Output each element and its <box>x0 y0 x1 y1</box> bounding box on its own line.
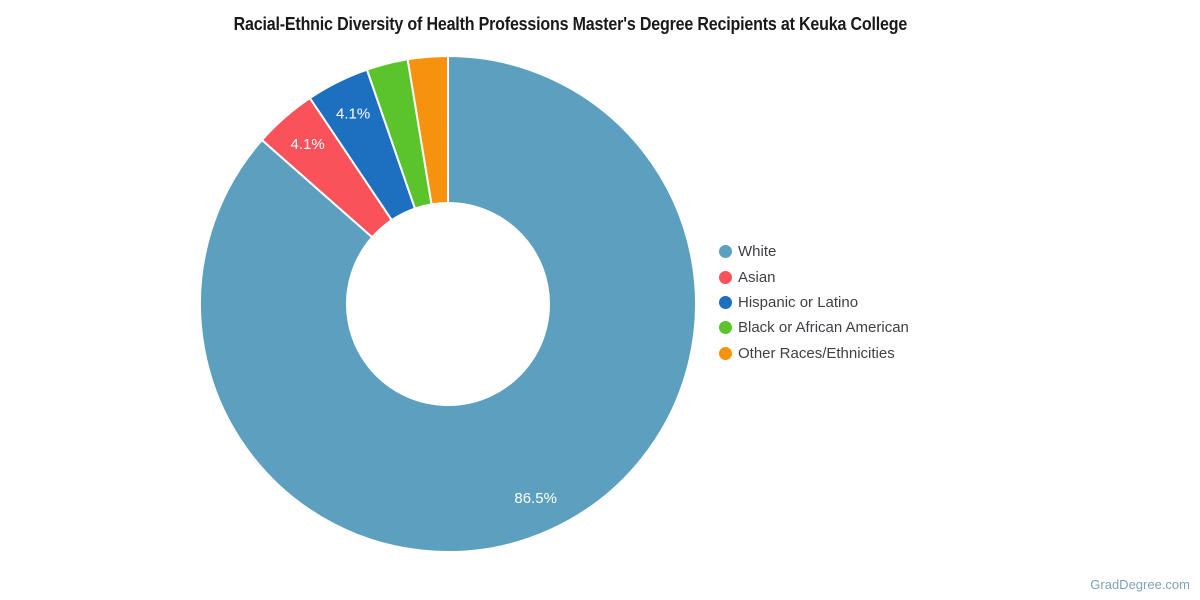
watermark-link[interactable]: GradDegree.com <box>1090 577 1190 592</box>
pie-slice-white[interactable] <box>199 55 697 553</box>
legend: White Asian Hispanic or Latino Black or Afr… <box>719 239 909 366</box>
legend-marker-icon <box>719 270 732 284</box>
legend-label: Black or African American <box>738 319 909 337</box>
legend-item-asian[interactable]: Asian <box>719 264 909 289</box>
slice-label-white: 86.5% <box>514 490 557 507</box>
legend-marker-icon <box>719 346 732 360</box>
legend-item-other-races-ethnicities[interactable]: Other Races/Ethnicities <box>719 341 909 366</box>
chart-title: Racial-Ethnic Diversity of Health Profes… <box>233 14 907 34</box>
legend-marker-icon <box>719 321 732 335</box>
legend-label: Other Races/Ethnicities <box>738 344 895 362</box>
legend-label: Hispanic or Latino <box>738 293 859 311</box>
slice-label-asian: 4.1% <box>291 136 325 153</box>
legend-label: White <box>738 243 777 261</box>
legend-marker-icon <box>719 295 732 309</box>
legend-item-white[interactable]: White <box>719 239 909 264</box>
pie-slice-other-races-ethnicities[interactable] <box>406 55 449 206</box>
chart-title-row: Racial-Ethnic Diversity of Health Profes… <box>0 14 1140 35</box>
legend-item-hispanic-or-latino[interactable]: Hispanic or Latino <box>719 290 909 315</box>
slice-label-hispanic-or-latino: 4.1% <box>336 105 370 122</box>
legend-label: Asian <box>738 268 776 286</box>
legend-marker-icon <box>719 245 732 259</box>
legend-item-black-or-african-american[interactable]: Black or African American <box>719 315 909 340</box>
